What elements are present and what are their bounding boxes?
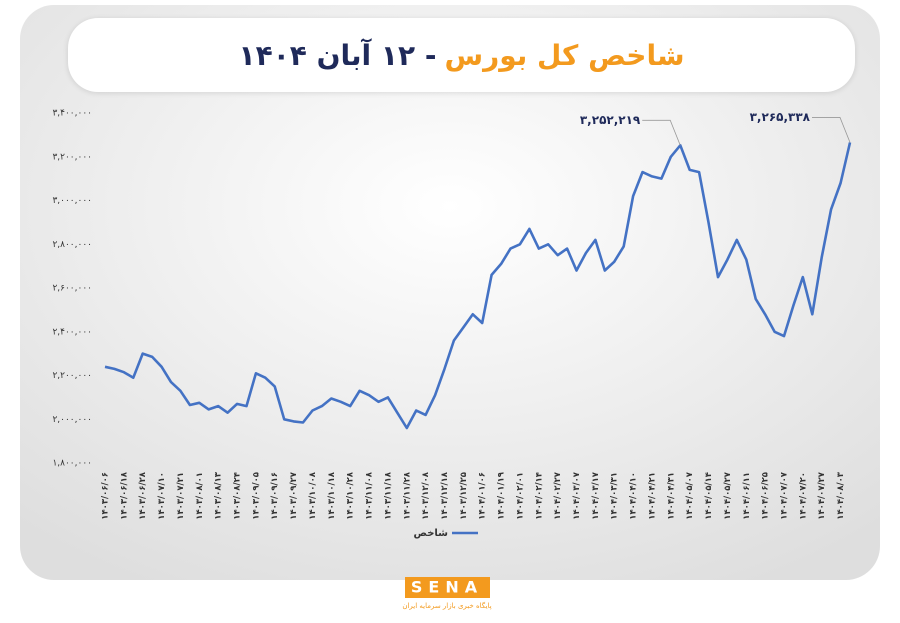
x-tick-label: ۱۴۰۴/۰۴/۳۱ (666, 472, 676, 520)
x-tick-label: ۱۴۰۳/۱۲/۰۸ (421, 471, 431, 520)
x-tick-label: ۱۴۰۳/۰۸/۰۱ (195, 472, 205, 520)
y-tick-label: ۲,۴۰۰,۰۰۰ (52, 327, 92, 337)
x-tick-label: ۱۴۰۴/۰۴/۲۱ (647, 472, 657, 520)
x-tick-label: ۱۴۰۴/۰۲/۲۷ (553, 471, 563, 520)
x-tick-label: ۱۴۰۳/۱۱/۰۸ (365, 471, 375, 520)
y-tick-label: ۱,۸۰۰,۰۰۰ (52, 459, 92, 469)
x-tick-label: ۱۴۰۳/۱۰/۱۸ (327, 471, 337, 520)
x-tick-label: ۱۴۰۴/۰۷/۲۷ (817, 471, 827, 520)
logo-text: SENA (411, 578, 483, 597)
x-tick-label: ۱۴۰۴/۰۳/۳۱ (610, 472, 620, 520)
x-tick-label: ۱۴۰۳/۰۶/۲۸ (138, 471, 148, 520)
data-label: ۳,۲۶۵,۳۳۸ (750, 110, 811, 124)
x-tick-label: ۱۴۰۴/۰۳/۰۷ (572, 471, 582, 520)
x-tick-label: ۱۴۰۴/۰۷/۲۰ (798, 472, 808, 520)
y-tick-label: ۲,۶۰۰,۰۰۰ (52, 284, 92, 294)
x-tick-label: ۱۴۰۴/۰۶/۲۵ (761, 472, 771, 520)
x-tick-label: ۱۴۰۳/۱۰/۰۸ (308, 471, 318, 520)
x-tick-label: ۱۴۰۳/۰۶/۱۸ (119, 471, 129, 520)
y-tick-label: ۳,۴۰۰,۰۰۰ (52, 109, 92, 119)
panel (20, 5, 880, 580)
x-tick-label: ۱۴۰۴/۰۸/۰۳ (836, 471, 846, 520)
x-tick-label: ۱۴۰۳/۰۸/۲۴ (233, 472, 243, 520)
x-tick-label: ۱۴۰۳/۰۹/۱۶ (270, 472, 280, 520)
x-tick-label: ۱۴۰۴/۰۱/۰۶ (478, 472, 488, 520)
data-label: ۳,۲۵۲,۲۱۹ (580, 113, 641, 127)
x-tick-label: ۱۴۰۴/۰۲/۱۴ (534, 472, 544, 520)
legend-label: شاخص (414, 528, 449, 539)
leader-line (812, 117, 851, 143)
x-tick-label: ۱۴۰۳/۰۹/۲۷ (289, 471, 299, 520)
x-tick-label: ۱۴۰۴/۰۵/۱۴ (704, 472, 714, 520)
chart-subtitle: - ۱۲ آبان ۱۴۰۴ (238, 38, 437, 72)
x-tick-label: ۱۴۰۳/۱۱/۱۸ (383, 471, 393, 520)
x-tick-label: ۱۴۰۳/۱۱/۲۸ (402, 471, 412, 520)
x-tick-label: ۱۴۰۴/۰۵/۲۷ (723, 471, 733, 520)
x-tick-label: ۱۴۰۴/۰۴/۱۰ (629, 472, 639, 520)
x-tick-label: ۱۴۰۴/۰۲/۰۱ (515, 472, 525, 520)
x-tick-label: ۱۴۰۳/۰۶/۰۶ (101, 472, 111, 520)
x-tick-label: ۱۴۰۳/۰۹/۰۵ (251, 472, 261, 520)
y-tick-label: ۲,۰۰۰,۰۰۰ (52, 415, 92, 425)
title-box: شاخص کل بورس - ۱۲ آبان ۱۴۰۴ (68, 18, 855, 92)
x-tick-label: ۱۴۰۴/۰۶/۱۱ (742, 472, 752, 520)
x-tick-label: ۱۴۰۳/۰۷/۱۰ (157, 472, 167, 520)
chart-title: شاخص کل بورس (444, 38, 685, 72)
y-tick-label: ۳,۲۰۰,۰۰۰ (52, 152, 92, 162)
x-tick-label: ۱۴۰۳/۰۸/۱۳ (214, 471, 224, 520)
x-tick-label: ۱۴۰۳/۱۲/۱۸ (440, 471, 450, 520)
x-tick-label: ۱۴۰۴/۰۳/۱۷ (591, 471, 601, 520)
leader-line (642, 119, 681, 146)
logo-tagline: پایگاه خبری بازار سرمایه ایران (402, 601, 491, 610)
x-tick-label: ۱۴۰۴/۰۷/۰۷ (779, 471, 789, 520)
y-tick-label: ۲,۲۰۰,۰۰۰ (52, 371, 92, 381)
x-tick-label: ۱۴۰۳/۱۰/۲۸ (346, 471, 356, 520)
logo-box (405, 577, 490, 598)
x-tick-label: ۱۴۰۳/۰۷/۲۱ (176, 472, 186, 520)
x-tick-label: ۱۴۰۴/۰۱/۱۹ (497, 471, 507, 520)
x-tick-label: ۱۴۰۳/۱۲/۲۵ (459, 472, 469, 520)
y-tick-label: ۳,۰۰۰,۰۰۰ (52, 196, 92, 206)
x-tick-label: ۱۴۰۴/۰۵/۰۷ (685, 471, 695, 520)
series-line (104, 142, 852, 430)
y-tick-label: ۲,۸۰۰,۰۰۰ (52, 240, 92, 250)
